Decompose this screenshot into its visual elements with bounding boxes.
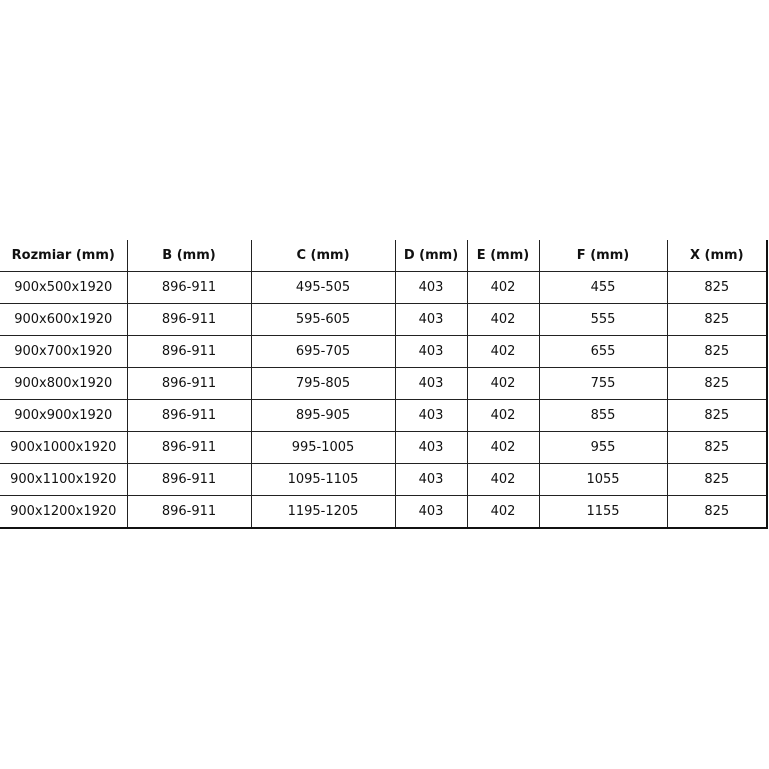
- table-cell: 896-911: [127, 271, 252, 304]
- table-cell: 825: [667, 431, 768, 464]
- table-row: 900x500x1920 896-911 495-505 403 402 455 825: [0, 271, 768, 304]
- table-cell: 896-911: [127, 335, 252, 368]
- table-cell: 403: [395, 495, 468, 529]
- table-cell: 795-805: [251, 367, 396, 400]
- column-header: E (mm): [467, 240, 540, 272]
- table-cell: 402: [467, 463, 540, 496]
- table-cell: 900x600x1920: [0, 303, 128, 336]
- table-cell: 402: [467, 431, 540, 464]
- table-cell: 402: [467, 271, 540, 304]
- table-cell: 402: [467, 303, 540, 336]
- table-cell: 402: [467, 367, 540, 400]
- table-cell: 995-1005: [251, 431, 396, 464]
- table-cell: 896-911: [127, 431, 252, 464]
- table-cell: 1095-1105: [251, 463, 396, 496]
- table-cell: 900x1000x1920: [0, 431, 128, 464]
- table-cell: 896-911: [127, 495, 252, 529]
- table-row: 900x800x1920 896-911 795-805 403 402 755 825: [0, 367, 768, 400]
- table-cell: 403: [395, 335, 468, 368]
- table-cell: 403: [395, 367, 468, 400]
- table-cell: 896-911: [127, 367, 252, 400]
- table-cell: 825: [667, 335, 768, 368]
- table-cell: 825: [667, 495, 768, 529]
- table-row: 900x1100x1920 896-911 1095-1105 403 402 1055 8…: [0, 463, 768, 496]
- table-row: 900x1200x1920 896-911 1195-1205 403 402 1155 8…: [0, 495, 768, 529]
- table-cell: 655: [539, 335, 668, 368]
- table-cell: 455: [539, 271, 668, 304]
- table-cell: 895-905: [251, 399, 396, 432]
- table-row: 900x700x1920 896-911 695-705 403 402 655 825: [0, 335, 768, 368]
- table-cell: 495-505: [251, 271, 396, 304]
- table-cell: 403: [395, 303, 468, 336]
- table-cell: 403: [395, 431, 468, 464]
- dimensions-table: Rozmiar (mm) B (mm) C (mm) D (mm) E (mm) F (m…: [0, 240, 768, 529]
- column-header: Rozmiar (mm): [0, 240, 128, 272]
- table-cell: 755: [539, 367, 668, 400]
- table-cell: 900x1100x1920: [0, 463, 128, 496]
- table-cell: 1055: [539, 463, 668, 496]
- column-header: X (mm): [667, 240, 768, 272]
- table-cell: 900x900x1920: [0, 399, 128, 432]
- table-cell: 403: [395, 463, 468, 496]
- table-cell: 825: [667, 271, 768, 304]
- table-cell: 896-911: [127, 303, 252, 336]
- table-cell: 1155: [539, 495, 668, 529]
- table-cell: 402: [467, 399, 540, 432]
- table-cell: 825: [667, 399, 768, 432]
- table-cell: 403: [395, 271, 468, 304]
- table-cell: 900x1200x1920: [0, 495, 128, 529]
- table-cell: 900x700x1920: [0, 335, 128, 368]
- table-row: 900x1000x1920 896-911 995-1005 403 402 955 825: [0, 431, 768, 464]
- column-header: F (mm): [539, 240, 668, 272]
- table-cell: 402: [467, 335, 540, 368]
- table-cell: 1195-1205: [251, 495, 396, 529]
- table-row: 900x900x1920 896-911 895-905 403 402 855 825: [0, 399, 768, 432]
- table-cell: 595-605: [251, 303, 396, 336]
- table-cell: 955: [539, 431, 668, 464]
- table-cell: 855: [539, 399, 668, 432]
- table-cell: 825: [667, 303, 768, 336]
- table-cell: 695-705: [251, 335, 396, 368]
- table-cell: 900x800x1920: [0, 367, 128, 400]
- table-cell: 896-911: [127, 463, 252, 496]
- table-cell: 896-911: [127, 399, 252, 432]
- table-row: 900x600x1920 896-911 595-605 403 402 555 825: [0, 303, 768, 336]
- table-cell: 403: [395, 399, 468, 432]
- table-cell: 402: [467, 495, 540, 529]
- table-cell: 900x500x1920: [0, 271, 128, 304]
- table-cell: 825: [667, 463, 768, 496]
- header-row: Rozmiar (mm) B (mm) C (mm) D (mm) E (mm) F (m…: [0, 240, 768, 272]
- column-header: B (mm): [127, 240, 252, 272]
- column-header: C (mm): [251, 240, 396, 272]
- table-cell: 825: [667, 367, 768, 400]
- table-cell: 555: [539, 303, 668, 336]
- column-header: D (mm): [395, 240, 468, 272]
